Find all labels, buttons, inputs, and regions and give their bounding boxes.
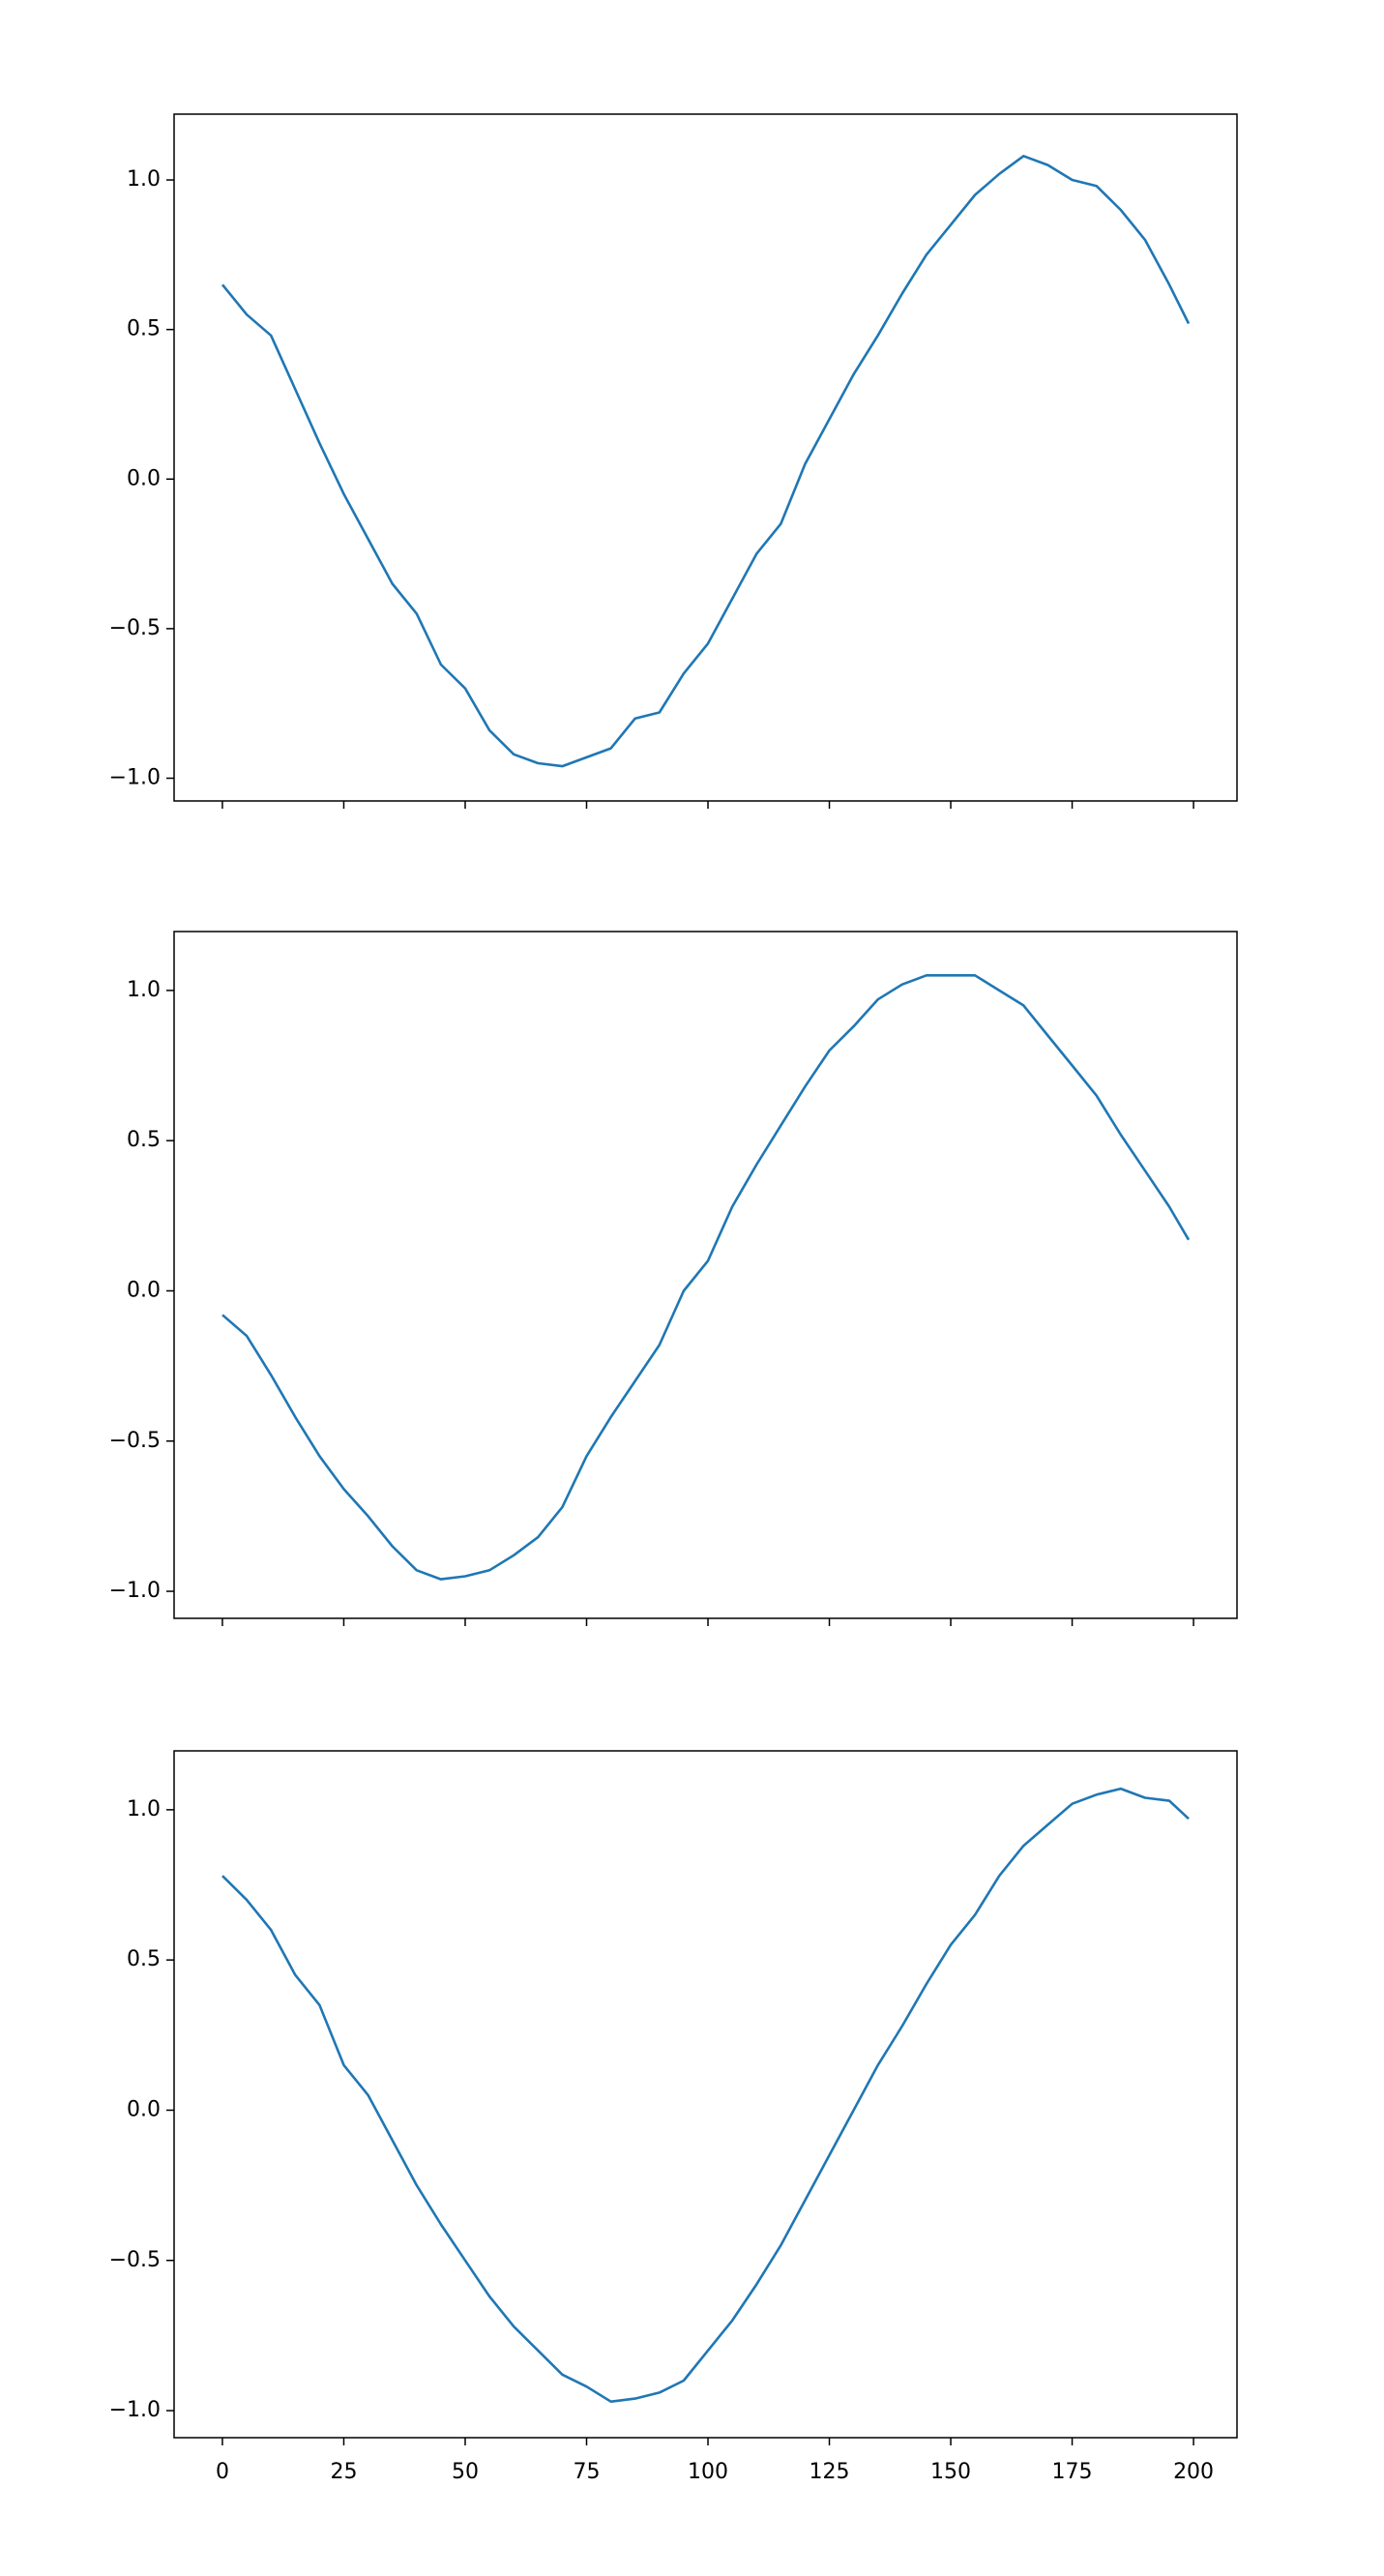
x-tick-label: 0 [216, 2460, 229, 2484]
y-tick-label: 0.5 [127, 1947, 161, 1971]
axes-frame [173, 1750, 1238, 2439]
y-tick-label: −0.5 [109, 616, 161, 640]
y-tick-label: 1.0 [127, 978, 161, 1002]
x-tick-label: 100 [688, 2460, 728, 2484]
data-line [221, 1787, 1190, 2403]
y-tick-label: 0.5 [127, 317, 161, 341]
y-tick-label: 1.0 [127, 167, 161, 192]
x-tick-label: 25 [330, 2460, 357, 2484]
y-tick-label: −1.0 [109, 765, 161, 789]
y-tick-label: −0.5 [109, 2248, 161, 2272]
x-tick-label: 50 [452, 2460, 479, 2484]
y-tick-label: −1.0 [109, 1579, 161, 1603]
x-tick-label: 125 [810, 2460, 850, 2484]
x-tick-label: 175 [1052, 2460, 1093, 2484]
y-tick-label: 1.0 [127, 1797, 161, 1821]
axes-frame [173, 931, 1238, 1619]
y-tick-label: −0.5 [109, 1429, 161, 1453]
y-tick-label: 0.5 [127, 1128, 161, 1152]
data-line [221, 974, 1191, 1581]
y-tick-label: 0.0 [127, 2097, 161, 2121]
data-line [221, 155, 1191, 768]
axes-frame [173, 113, 1238, 802]
y-tick-label: 0.0 [127, 1278, 161, 1302]
y-tick-label: −1.0 [109, 2398, 161, 2422]
x-tick-label: 150 [930, 2460, 971, 2484]
x-tick-label: 75 [573, 2460, 600, 2484]
y-tick-label: 0.0 [127, 466, 161, 490]
x-tick-label: 200 [1173, 2460, 1214, 2484]
